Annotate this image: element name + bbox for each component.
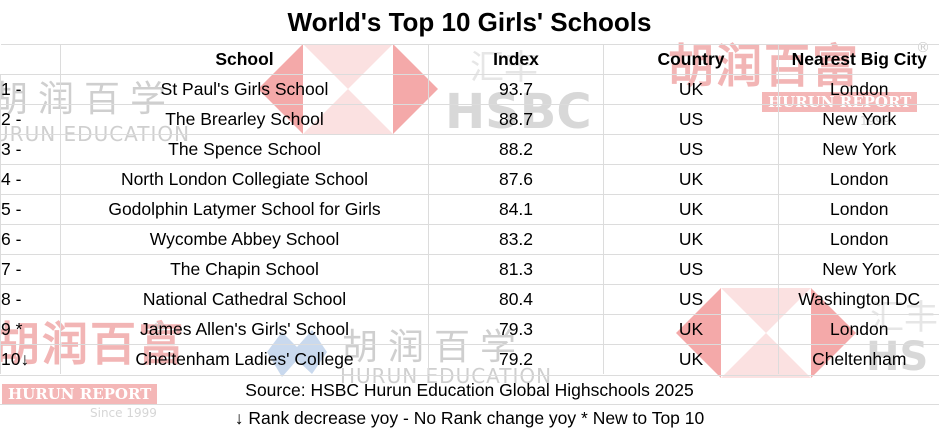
school-cell: National Cathedral School — [60, 284, 429, 315]
rank-cell: 8 - — [0, 284, 61, 315]
country-cell: UK — [603, 194, 779, 225]
school-cell: Wycombe Abbey School — [60, 224, 429, 255]
column-header-city: Nearest Big City — [778, 44, 939, 75]
country-cell: UK — [603, 314, 779, 345]
column-header-country: Country — [603, 44, 779, 75]
school-cell: Cheltenham Ladies' College — [60, 344, 429, 374]
city-cell: New York — [778, 254, 939, 285]
table-row: 6 - Wycombe Abbey School 83.2 UK London — [0, 224, 939, 255]
table-row: 9 * James Allen's Girls' School 79.3 UK … — [0, 314, 939, 345]
city-cell: New York — [778, 134, 939, 165]
index-cell: 80.4 — [428, 284, 604, 315]
table-row: 3 - The Spence School 88.2 US New York — [0, 134, 939, 165]
school-cell: James Allen's Girls' School — [60, 314, 429, 345]
city-cell: New York — [778, 104, 939, 135]
country-cell: UK — [603, 344, 779, 374]
column-header-school: School — [60, 44, 429, 75]
table-row: 10↓ Cheltenham Ladies' College 79.2 UK C… — [0, 344, 939, 374]
country-cell: UK — [603, 74, 779, 105]
index-cell: 93.7 — [428, 74, 604, 105]
rank-legend: ↓ Rank decrease yoy - No Rank change yoy… — [0, 404, 939, 434]
index-cell: 88.2 — [428, 134, 604, 165]
rank-cell: 2 - — [0, 104, 61, 135]
city-cell: London — [778, 194, 939, 225]
column-header-index: Index — [428, 44, 604, 75]
rank-cell: 7 - — [0, 254, 61, 285]
country-cell: US — [603, 284, 779, 315]
table-row: 7 - The Chapin School 81.3 US New York — [0, 254, 939, 285]
index-cell: 81.3 — [428, 254, 604, 285]
city-cell: London — [778, 74, 939, 105]
source-note: Source: HSBC Hurun Education Global High… — [0, 375, 939, 405]
schools-table: School Index Country Nearest Big City 1 … — [0, 44, 939, 374]
rank-cell: 6 - — [0, 224, 61, 255]
table-row: 2 - The Brearley School 88.7 US New York — [0, 104, 939, 135]
table-row: 8 - National Cathedral School 80.4 US Wa… — [0, 284, 939, 315]
rank-cell: 9 * — [0, 314, 61, 345]
city-cell: London — [778, 314, 939, 345]
school-cell: The Chapin School — [60, 254, 429, 285]
school-cell: Godolphin Latymer School for Girls — [60, 194, 429, 225]
school-cell: The Spence School — [60, 134, 429, 165]
rank-cell: 4 - — [0, 164, 61, 195]
table-row: 5 - Godolphin Latymer School for Girls 8… — [0, 194, 939, 225]
city-cell: London — [778, 164, 939, 195]
rank-cell: 3 - — [0, 134, 61, 165]
school-cell: St Paul's Girls School — [60, 74, 429, 105]
index-cell: 79.2 — [428, 344, 604, 374]
country-cell: US — [603, 134, 779, 165]
city-cell: London — [778, 224, 939, 255]
index-cell: 83.2 — [428, 224, 604, 255]
index-cell: 79.3 — [428, 314, 604, 345]
city-cell: Washington DC — [778, 284, 939, 315]
rank-cell: 10↓ — [0, 344, 61, 374]
index-cell: 88.7 — [428, 104, 604, 135]
table-row: 4 - North London Collegiate School 87.6 … — [0, 164, 939, 195]
rank-cell: 1 - — [0, 74, 61, 105]
table-header-row: School Index Country Nearest Big City — [0, 44, 939, 75]
country-cell: US — [603, 104, 779, 135]
column-header-rank — [0, 44, 61, 75]
school-cell: North London Collegiate School — [60, 164, 429, 195]
country-cell: US — [603, 254, 779, 285]
rank-cell: 5 - — [0, 194, 61, 225]
city-cell: Cheltenham — [778, 344, 939, 374]
table-row: 1 - St Paul's Girls School 93.7 UK Londo… — [0, 74, 939, 105]
index-cell: 87.6 — [428, 164, 604, 195]
index-cell: 84.1 — [428, 194, 604, 225]
school-cell: The Brearley School — [60, 104, 429, 135]
page-title: World's Top 10 Girls' Schools — [287, 6, 652, 37]
country-cell: UK — [603, 164, 779, 195]
country-cell: UK — [603, 224, 779, 255]
